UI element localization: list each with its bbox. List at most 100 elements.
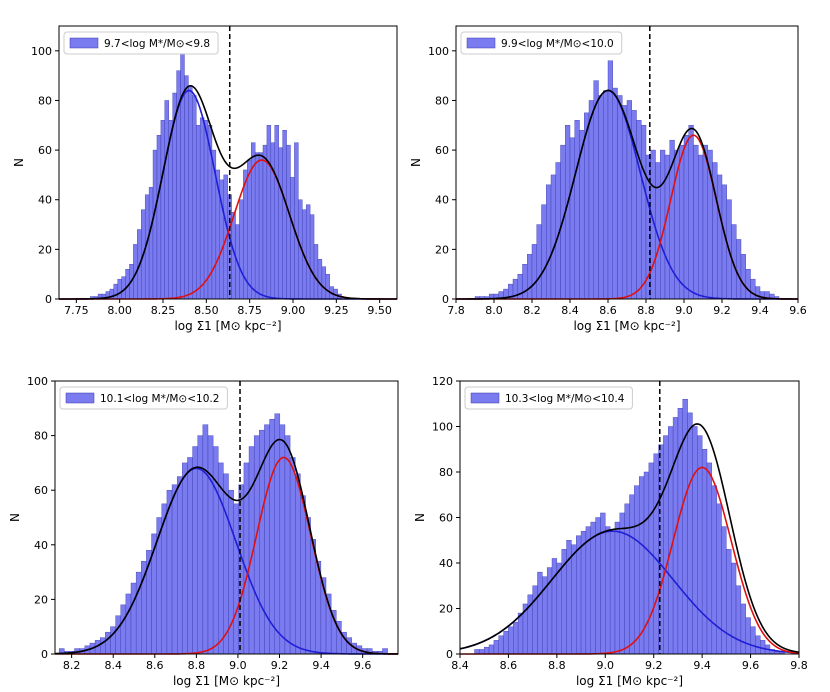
hist-bar [207,435,214,655]
hist-bar [745,617,751,655]
hist-bar [498,635,504,655]
y-axis-label: N [409,158,423,167]
legend: 10.3<log M*/M⊙<10.4 [464,386,633,410]
hist-bar [679,144,685,300]
y-tick-label: 20 [439,603,453,616]
x-tick-label: 9.0 [675,304,693,317]
hist-bar [295,473,301,655]
hist-bar [750,626,756,655]
hist-bar [641,125,647,300]
hist-bar [590,521,596,655]
hist-bar [588,100,594,300]
hist-bar [653,453,659,655]
y-tick-label: 60 [34,484,48,497]
legend-box [460,31,623,55]
hist-bar [688,125,694,300]
hist-bar [551,558,558,655]
hist-bar [313,244,319,300]
hist-bar [171,484,178,655]
panel-2: 7.8 8.0 8.2 8.4 8.6 8.8 9.0 9.2 9.4 9.6 0 20 40 60 80 1… [409,25,807,333]
hist-bar [541,204,547,300]
hist-bar [711,485,717,655]
hist-bar [740,254,746,300]
hist-bar [309,214,315,300]
y-tick-label: 100 [27,375,48,388]
hist-bar [636,120,642,300]
histogram-bars [58,413,388,655]
hist-bar [717,174,723,300]
legend-swatch [466,37,496,49]
hist-bar [202,424,209,655]
hist-bar [196,125,201,300]
hist-bar [493,640,499,655]
x-tick-label: 8.0 [485,304,503,317]
hist-bar [622,105,628,300]
hist-bar [605,526,611,655]
x-tick-label: 8.2 [523,304,541,317]
hist-bar [745,269,751,300]
x-tick-label: 8.6 [500,659,518,672]
hist-bar [125,593,132,655]
y-tick-label: 20 [38,243,52,256]
y-tick-label: 60 [435,144,449,157]
hist-bar [274,125,279,300]
x-tick-label: 8.8 [188,659,206,672]
hist-bar [692,426,698,655]
hist-bar [598,95,604,300]
hist-bar [687,412,693,655]
hist-bar [130,582,137,655]
x-tick-label: 7.8 [447,304,465,317]
y-tick-label: 80 [34,430,48,443]
hist-bar [168,120,173,300]
hist-bar [247,159,252,300]
x-tick-label: 8.6 [146,659,164,672]
legend-text: 9.9<log M*/M⊙<10.0 [501,38,614,50]
hist-bar [531,244,537,300]
x-tick-label: 9.4 [693,659,711,672]
hist-bar [223,473,229,655]
x-axis-label: log Σ1 [M⊙ kpc⁻²] [174,319,281,333]
x-tick-label: 8.8 [548,659,566,672]
hist-bar [286,144,291,300]
hist-bar [192,446,198,655]
axes-frame [58,25,398,300]
y-tick-label: 80 [439,466,453,479]
hist-bar [258,152,264,300]
legend: 9.9<log M*/M⊙<10.0 [460,31,623,55]
hist-bar [693,144,699,300]
hist-bar [176,476,183,655]
axes-frame [54,380,399,655]
hist-bar [254,152,260,300]
x-tick-label: 8.4 [104,659,122,672]
y-tick-label: 100 [31,45,52,58]
hist-bar [595,517,601,655]
y-tick-label: 80 [38,94,52,107]
hist-bar [550,174,556,300]
y-tick-label: 60 [38,144,52,157]
hist-bar [151,533,157,655]
hist-bar [233,503,239,655]
y-tick-label: 20 [435,243,449,256]
panel-4: 8.4 8.6 8.8 9.0 9.2 9.4 9.6 9.8 0 20 40 60 80 100 120 l… [413,375,808,688]
x-tick-label: 8.75 [237,304,262,317]
hist-bar [638,476,645,655]
hist-bar [750,278,756,300]
hist-bar [755,635,761,655]
hist-bar [522,264,528,300]
hist-bar [624,503,630,655]
hist-bar [574,120,580,300]
x-tick-label: 9.00 [281,304,306,317]
y-tick-label: 40 [38,194,52,207]
x-tick-label: 7.75 [64,304,89,317]
y-tick-label: 0 [45,293,52,306]
y-tick-label: 100 [428,45,449,58]
hist-bar [706,462,713,655]
x-tick-label: 9.6 [354,659,372,672]
panel-1: 7.75 8.00 8.25 8.50 8.75 9.00 9.25 9.50 0 20 40 60 8… [12,25,398,333]
hist-bar [607,60,613,300]
x-tick-label: 9.2 [271,659,289,672]
legend-swatch [470,392,500,404]
y-tick-label: 40 [435,194,449,207]
hist-bar [192,95,197,300]
